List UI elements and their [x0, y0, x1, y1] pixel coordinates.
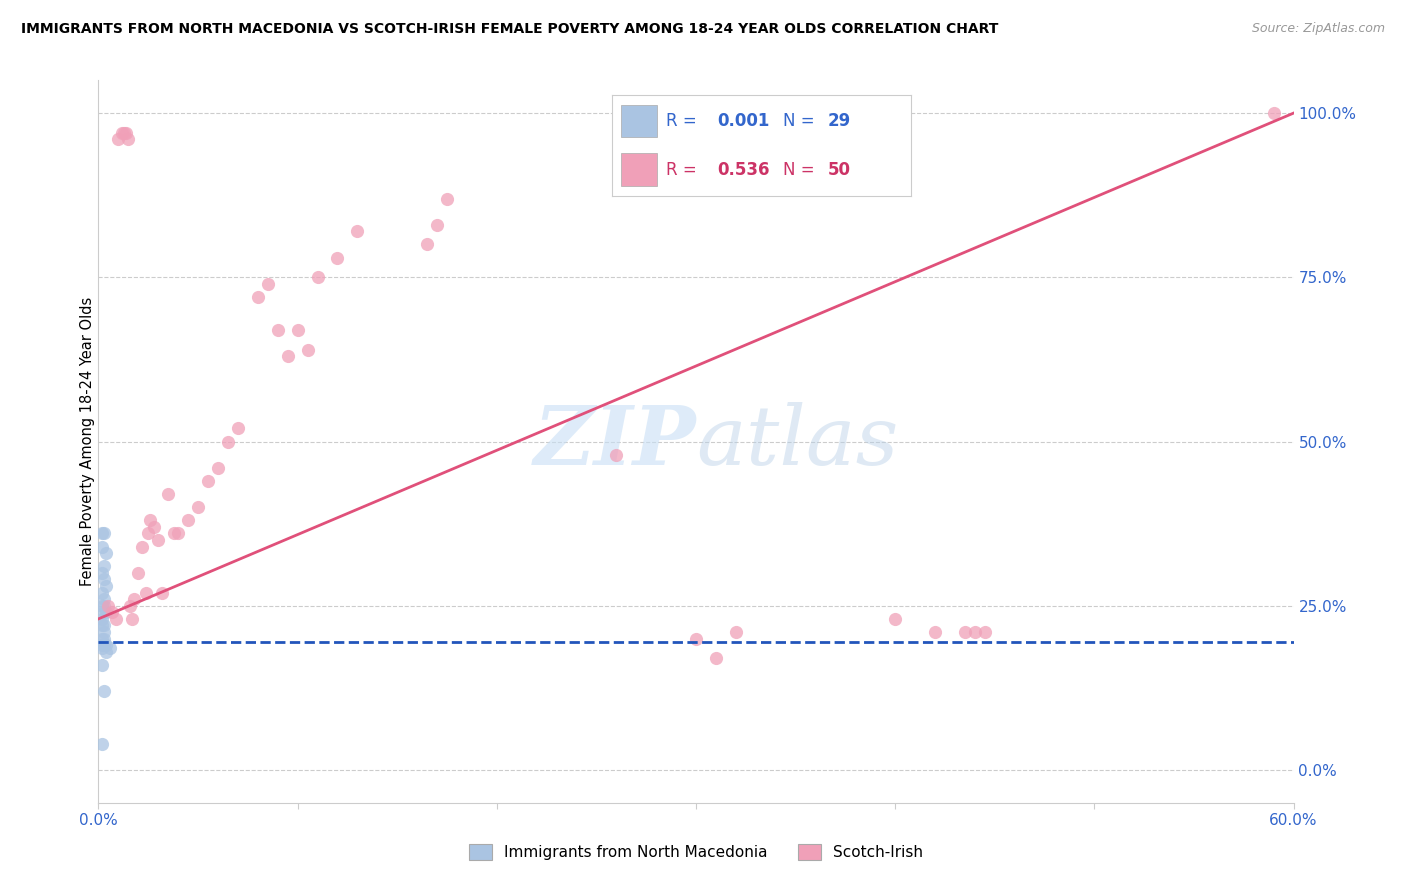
- Point: [167, 526, 190, 541]
- Point: [124, 592, 146, 607]
- Point: [93, 605, 115, 619]
- Point: [177, 513, 200, 527]
- Point: [277, 349, 299, 363]
- Point: [93, 573, 115, 587]
- Point: [724, 625, 747, 640]
- Point: [93, 559, 115, 574]
- Point: [246, 290, 269, 304]
- Point: [187, 500, 209, 515]
- Point: [93, 618, 115, 632]
- Point: [93, 526, 115, 541]
- Point: [93, 625, 115, 640]
- Point: [96, 579, 118, 593]
- Point: [96, 546, 118, 560]
- Point: [98, 641, 122, 656]
- Point: [93, 599, 115, 613]
- Point: [307, 270, 329, 285]
- Point: [139, 513, 162, 527]
- Point: [91, 641, 114, 656]
- Point: [297, 343, 319, 357]
- Point: [91, 526, 114, 541]
- Text: atlas: atlas: [696, 401, 898, 482]
- Point: [91, 632, 114, 646]
- Point: [91, 566, 114, 580]
- Point: [605, 448, 627, 462]
- Text: Source: ZipAtlas.com: Source: ZipAtlas.com: [1251, 22, 1385, 36]
- Point: [96, 645, 118, 659]
- Point: [131, 540, 153, 554]
- Point: [267, 323, 290, 337]
- Point: [207, 460, 229, 475]
- Point: [93, 638, 115, 652]
- Point: [226, 421, 249, 435]
- Point: [96, 638, 118, 652]
- Point: [107, 132, 129, 146]
- Legend: Immigrants from North Macedonia, Scotch-Irish: Immigrants from North Macedonia, Scotch-…: [468, 844, 924, 860]
- Point: [91, 612, 114, 626]
- Point: [120, 599, 142, 613]
- Point: [91, 599, 114, 613]
- Point: [685, 632, 707, 646]
- Point: [884, 612, 907, 626]
- Point: [163, 526, 186, 541]
- Point: [91, 737, 114, 751]
- Point: [111, 126, 134, 140]
- Point: [117, 132, 139, 146]
- Point: [436, 192, 458, 206]
- Point: [150, 585, 173, 599]
- Point: [256, 277, 278, 291]
- Text: ZIP: ZIP: [533, 401, 696, 482]
- Point: [115, 126, 138, 140]
- Point: [143, 520, 166, 534]
- Point: [1263, 106, 1285, 120]
- Point: [135, 585, 157, 599]
- Point: [924, 625, 946, 640]
- Point: [346, 224, 368, 238]
- Point: [963, 625, 986, 640]
- Point: [91, 638, 114, 652]
- Point: [326, 251, 349, 265]
- Point: [426, 218, 449, 232]
- Point: [93, 684, 115, 698]
- Point: [91, 618, 114, 632]
- Point: [953, 625, 976, 640]
- Point: [157, 487, 180, 501]
- Point: [973, 625, 995, 640]
- Point: [112, 126, 135, 140]
- Point: [136, 526, 159, 541]
- Point: [287, 323, 309, 337]
- Point: [96, 605, 118, 619]
- Point: [127, 566, 149, 580]
- Point: [416, 237, 439, 252]
- Point: [704, 651, 727, 665]
- Point: [91, 540, 114, 554]
- Point: [148, 533, 170, 547]
- Point: [91, 585, 114, 599]
- Point: [93, 632, 115, 646]
- Point: [97, 599, 120, 613]
- Text: IMMIGRANTS FROM NORTH MACEDONIA VS SCOTCH-IRISH FEMALE POVERTY AMONG 18-24 YEAR : IMMIGRANTS FROM NORTH MACEDONIA VS SCOTC…: [21, 22, 998, 37]
- Point: [121, 612, 143, 626]
- Point: [197, 474, 219, 488]
- Point: [101, 605, 124, 619]
- Point: [217, 434, 239, 449]
- Point: [91, 657, 114, 672]
- Point: [93, 592, 115, 607]
- Point: [105, 612, 128, 626]
- Y-axis label: Female Poverty Among 18-24 Year Olds: Female Poverty Among 18-24 Year Olds: [80, 297, 94, 586]
